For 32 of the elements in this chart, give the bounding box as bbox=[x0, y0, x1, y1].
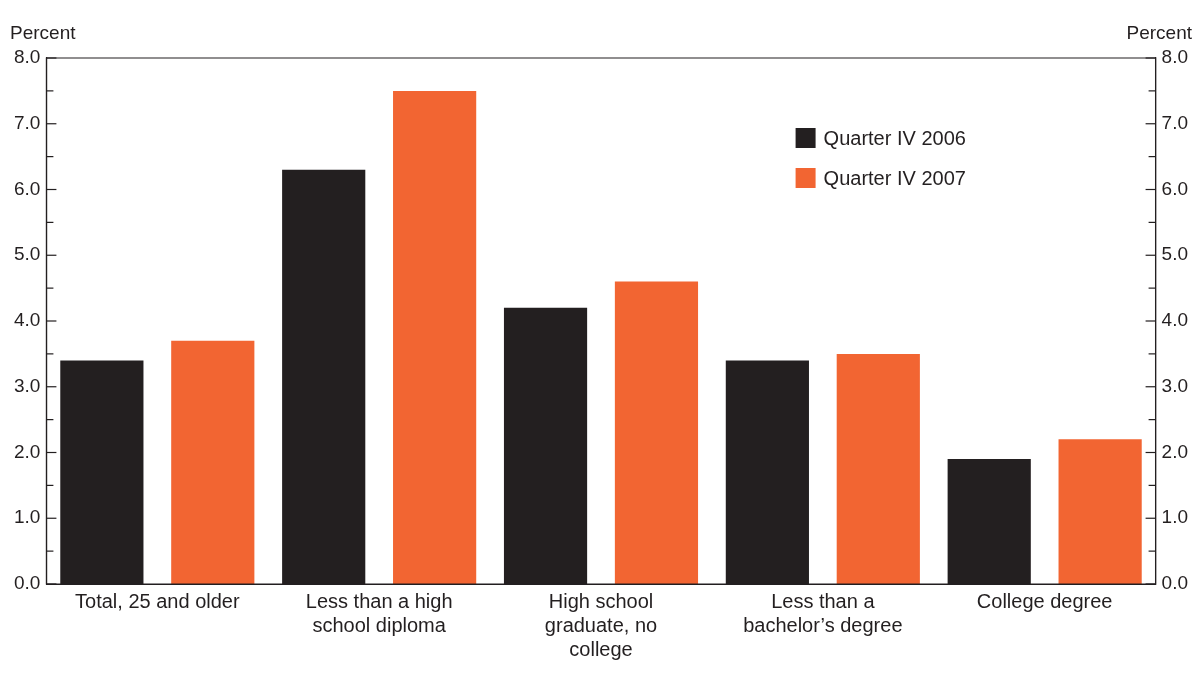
bar bbox=[393, 90, 477, 584]
y-tick-label: 1.0 bbox=[13, 506, 41, 528]
y2-tick-label: 2.0 bbox=[1161, 440, 1189, 462]
y2-tick-label: 8.0 bbox=[1161, 46, 1189, 68]
y-tick-label: 7.0 bbox=[13, 111, 41, 133]
y-tick-label: 2.0 bbox=[13, 440, 41, 462]
y2-tick-label: 3.0 bbox=[1161, 374, 1189, 396]
y-tick-label: 3.0 bbox=[13, 374, 41, 396]
y-tick-label: 0.0 bbox=[13, 572, 41, 594]
legend-label: Quarter IV 2007 bbox=[823, 166, 966, 189]
bar bbox=[836, 353, 920, 584]
y-tick-label: 8.0 bbox=[13, 46, 41, 68]
y-tick-label: 6.0 bbox=[13, 177, 41, 199]
x-tick-label: Total, 25 and older bbox=[75, 589, 240, 612]
y2-tick-label: 1.0 bbox=[1161, 506, 1189, 528]
y2-tick-label: 4.0 bbox=[1161, 309, 1189, 331]
y2-axis-title: Percent bbox=[1126, 22, 1193, 44]
x-tick-label: College degree bbox=[976, 589, 1113, 612]
x-tick-label: Less than a bachelor’s degree bbox=[743, 589, 903, 636]
x-tick-label: High school graduate, no college bbox=[544, 589, 658, 660]
y-tick-label: 4.0 bbox=[13, 309, 41, 331]
y2-tick-label: 5.0 bbox=[1161, 243, 1189, 265]
x-tick-label: Less than a high school diploma bbox=[305, 589, 453, 636]
y2-tick-label: 0.0 bbox=[1161, 572, 1189, 594]
bar bbox=[1058, 439, 1142, 584]
legend-label: Quarter IV 2006 bbox=[823, 126, 966, 149]
y-axis-title: Percent bbox=[10, 22, 77, 44]
y-tick-label: 5.0 bbox=[13, 243, 41, 265]
bar bbox=[171, 340, 255, 584]
y2-tick-label: 6.0 bbox=[1161, 177, 1189, 199]
y2-tick-label: 7.0 bbox=[1161, 111, 1189, 133]
bar bbox=[614, 281, 699, 584]
